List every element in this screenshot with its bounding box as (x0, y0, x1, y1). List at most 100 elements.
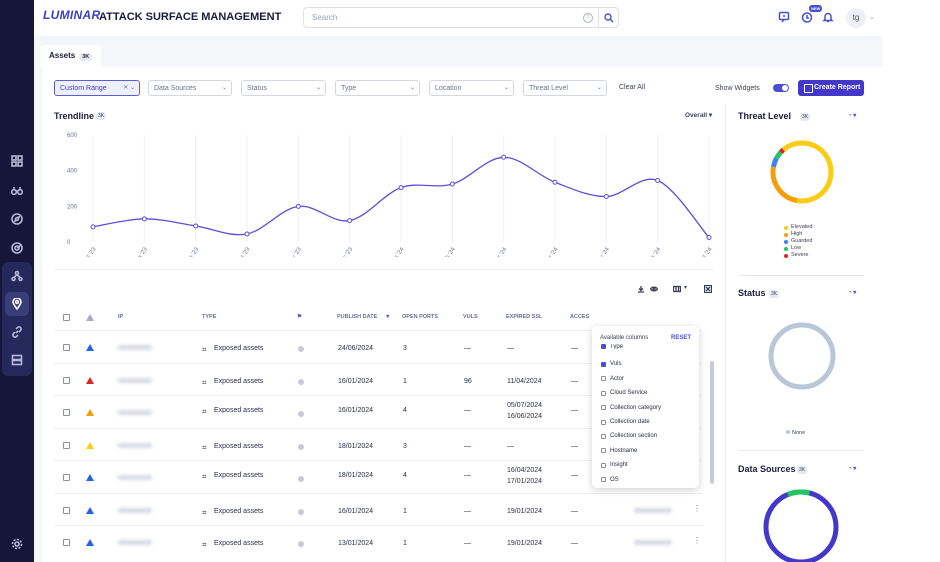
row-checkbox[interactable] (63, 506, 70, 514)
data-point[interactable] (449, 181, 455, 187)
row-checkbox[interactable] (63, 474, 70, 481)
filter-status[interactable]: Status ⌄ (241, 80, 326, 96)
flag-icon[interactable]: ⚑ (297, 314, 302, 320)
column-option-checkbox[interactable] (601, 390, 606, 396)
filter-type[interactable]: Type ⌄ (335, 80, 420, 96)
column-option[interactable]: Collection category (601, 405, 661, 411)
network-icon[interactable] (5, 264, 29, 288)
column-option-checkbox[interactable] (601, 376, 606, 382)
column-header-publish-date[interactable]: PUBLISH DATE (337, 314, 378, 320)
filter-custom-range[interactable]: Custom Range ✕ ⌄ (54, 80, 140, 96)
column-option[interactable]: OS (601, 477, 619, 483)
server-icon[interactable] (5, 348, 29, 372)
status-chart-selector[interactable]: ◔ ▾ (848, 290, 857, 296)
data-point[interactable] (347, 218, 353, 224)
donut-segment[interactable] (770, 140, 834, 204)
row-menu-icon[interactable]: ⋮ (693, 536, 701, 545)
filter-funnel-icon[interactable]: ▼ (385, 314, 391, 320)
show-widgets-toggle[interactable] (773, 84, 789, 92)
column-option[interactable]: Insight (601, 462, 628, 468)
table-scrollbar[interactable] (710, 361, 714, 484)
donut-segment[interactable] (770, 140, 834, 204)
data-point[interactable] (244, 231, 250, 237)
columns-icon[interactable] (672, 284, 682, 294)
column-header-type[interactable]: TYPE (202, 314, 217, 320)
search-button[interactable] (598, 8, 618, 27)
filter-data-sources[interactable]: Data Sources ⌄ (148, 80, 232, 96)
user-menu-chevron-icon[interactable]: ⌄ (869, 14, 875, 21)
table-row[interactable]: ⌗ Exposed assets 13/01/2024 1 — 19/01/2024 — ⋮ (54, 525, 702, 557)
eye-icon[interactable] (649, 284, 659, 294)
data-point[interactable] (141, 216, 147, 222)
donut-segment[interactable] (770, 140, 834, 204)
user-avatar[interactable]: tg (846, 8, 866, 28)
column-option[interactable]: Collection date (601, 419, 650, 425)
column-option-checkbox[interactable] (601, 344, 606, 349)
column-option-checkbox[interactable] (601, 405, 606, 411)
compass-icon[interactable] (5, 207, 29, 231)
data-point[interactable] (655, 177, 661, 183)
search-input[interactable]: Search (312, 13, 338, 22)
row-checkbox[interactable] (63, 539, 70, 546)
table-row[interactable]: ⌗ Exposed assets 16/01/2024 1 — 19/01/2024 — ⋮ (54, 492, 702, 525)
row-checkbox[interactable] (63, 344, 70, 351)
flag-status-icon[interactable] (298, 411, 304, 417)
column-option-checkbox[interactable] (601, 433, 606, 439)
data-point[interactable] (193, 223, 199, 229)
column-option-checkbox[interactable] (601, 448, 606, 454)
message-icon[interactable] (777, 10, 791, 24)
clear-all-link[interactable]: Clear All (619, 84, 646, 91)
data-point[interactable] (90, 224, 96, 230)
location-pin-icon[interactable] (5, 292, 29, 316)
column-option-checkbox[interactable] (601, 419, 606, 425)
column-option[interactable]: Actor (601, 376, 624, 382)
flag-status-icon[interactable] (298, 476, 304, 482)
data-point[interactable] (706, 235, 712, 241)
columns-reset-button[interactable]: RESET (670, 335, 691, 341)
row-checkbox[interactable] (63, 409, 70, 416)
column-header-access[interactable]: ACCES (570, 314, 590, 320)
settings-gear-icon[interactable] (5, 532, 29, 556)
threat-level-chart-selector[interactable]: ◔ ▾ (848, 113, 857, 119)
data-point[interactable] (603, 194, 609, 200)
luminar-logo[interactable]: LUMINAR (43, 8, 101, 22)
flag-status-icon[interactable] (298, 541, 304, 547)
select-all-checkbox[interactable] (63, 314, 70, 321)
columns-chevron-icon[interactable]: ▾ (684, 285, 688, 291)
radar-icon[interactable] (5, 236, 29, 260)
flag-status-icon[interactable] (298, 346, 304, 352)
notification-bell-icon[interactable] (821, 10, 835, 24)
search-help-icon[interactable]: ? (583, 13, 593, 23)
data-sources-chart-selector[interactable]: ◔ ▾ (848, 466, 857, 472)
data-point[interactable] (295, 203, 301, 209)
column-header-vuls[interactable]: VULS (463, 314, 478, 320)
column-option[interactable]: Hostname (601, 448, 637, 454)
column-option[interactable]: Vuls (601, 361, 621, 367)
clear-chevron-icon[interactable]: ✕ ⌄ (123, 85, 135, 91)
filter-location[interactable]: Location ⌄ (429, 80, 514, 96)
dashboard-icon[interactable] (5, 149, 29, 173)
row-checkbox[interactable] (63, 441, 70, 449)
column-header-ip[interactable]: IP (118, 314, 124, 320)
row-menu-icon[interactable]: ⋮ (693, 503, 701, 513)
column-option[interactable]: Type (601, 344, 623, 349)
column-header-open-ports[interactable]: OPEN PORTS (402, 314, 439, 320)
donut-segment[interactable] (770, 140, 834, 204)
column-header-expired-ssl[interactable]: EXPIRED SSL (506, 314, 543, 320)
overall-dropdown[interactable]: Overall ▾ (685, 112, 713, 119)
filter-threat-level[interactable]: Threat Level ⌄ (523, 80, 607, 96)
flag-status-icon[interactable] (298, 378, 304, 385)
data-point[interactable] (501, 154, 507, 160)
binoculars-icon[interactable] (5, 178, 29, 202)
expand-icon[interactable] (703, 284, 713, 294)
column-option[interactable]: Collection section (601, 433, 657, 439)
column-option[interactable]: Cloud Service (601, 390, 647, 396)
search-bar[interactable]: Search ? (303, 7, 619, 28)
link-icon[interactable] (5, 320, 29, 344)
data-point[interactable] (552, 179, 558, 185)
column-option-checkbox[interactable] (601, 361, 606, 367)
column-option-checkbox[interactable] (601, 462, 606, 468)
whats-new-icon[interactable] (800, 10, 814, 24)
tab-assets[interactable]: Assets 3K (40, 45, 102, 67)
